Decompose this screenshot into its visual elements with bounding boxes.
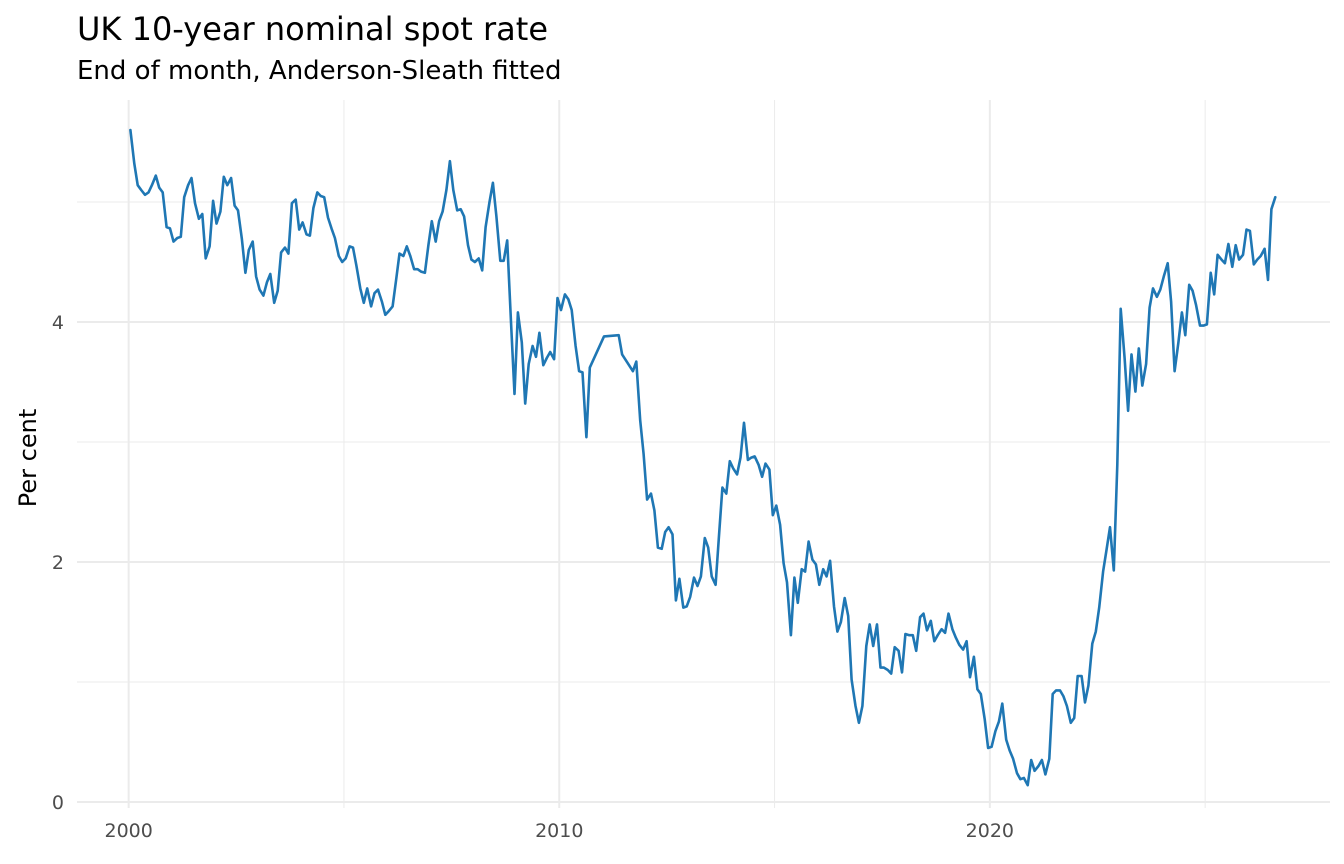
y-tick-label: 2 (52, 552, 64, 574)
major-gridlines (77, 100, 1330, 808)
chart-subtitle: End of month, Anderson-Sleath fitted (77, 56, 562, 86)
data-series (129, 128, 1277, 787)
y-tick-label: 4 (52, 312, 64, 334)
minor-gridlines (77, 100, 1330, 808)
y-tick-label: 0 (52, 792, 64, 814)
y-axis-ticks: 0 2 4 (52, 312, 64, 814)
chart-title: UK 10-year nominal spot rate (77, 10, 548, 48)
x-tick-label: 2010 (535, 820, 583, 842)
x-tick-label: 2000 (104, 820, 152, 842)
x-axis-ticks: 2000 2010 2020 (104, 820, 1014, 842)
series-line-0 (129, 128, 1277, 787)
x-tick-label: 2020 (966, 820, 1014, 842)
